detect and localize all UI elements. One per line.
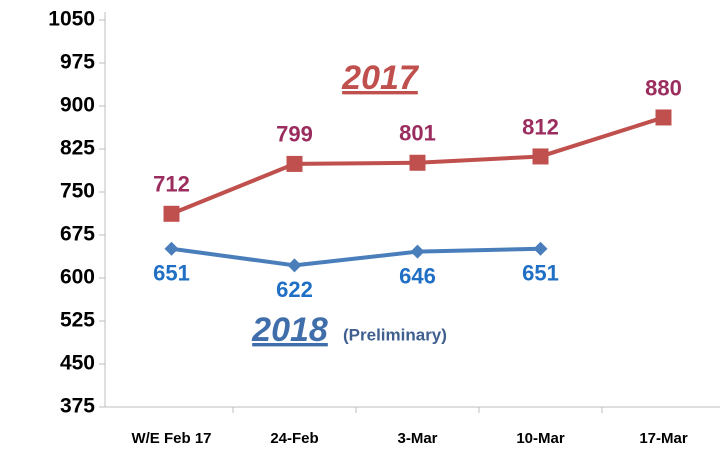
data-label: 880 [645,75,682,100]
x-tick-label: 24-Feb [270,430,318,447]
x-tick-label: 17-Mar [639,430,688,447]
y-tick-label: 525 [60,309,95,332]
x-tick-label: W/E Feb 17 [131,430,211,447]
series-line [171,246,541,268]
y-tick-label: 750 [60,180,95,203]
x-tick-label: 3-Mar [397,430,437,447]
y-tick-label: 600 [60,266,95,289]
data-label: 646 [399,263,436,288]
marker [286,155,303,172]
y-tick-label: 675 [60,223,95,246]
x-tick-label: 10-Mar [516,430,565,447]
marker [287,258,302,273]
y-tick-label: 900 [60,94,95,117]
data-label: 799 [276,122,313,147]
data-label: 622 [276,277,313,302]
series-label: 2018 [251,311,328,349]
y-tick-label: 375 [60,395,95,418]
data-label: 712 [153,172,190,197]
data-label: 801 [399,121,436,146]
marker [533,241,548,256]
series-label: 2017 [341,59,420,97]
marker [532,148,549,165]
marker [163,205,180,222]
y-tick-label: 825 [60,137,95,160]
marker [409,154,426,171]
y-tick-label: 975 [60,51,95,74]
data-label: 651 [522,261,559,286]
marker [164,241,179,256]
annotation: (Preliminary) [343,325,447,344]
marker [655,109,672,126]
marker [410,244,425,259]
y-tick-label: 1050 [48,8,95,31]
data-label: 651 [153,261,190,286]
y-tick-label: 450 [60,352,95,375]
data-label: 812 [522,114,559,139]
